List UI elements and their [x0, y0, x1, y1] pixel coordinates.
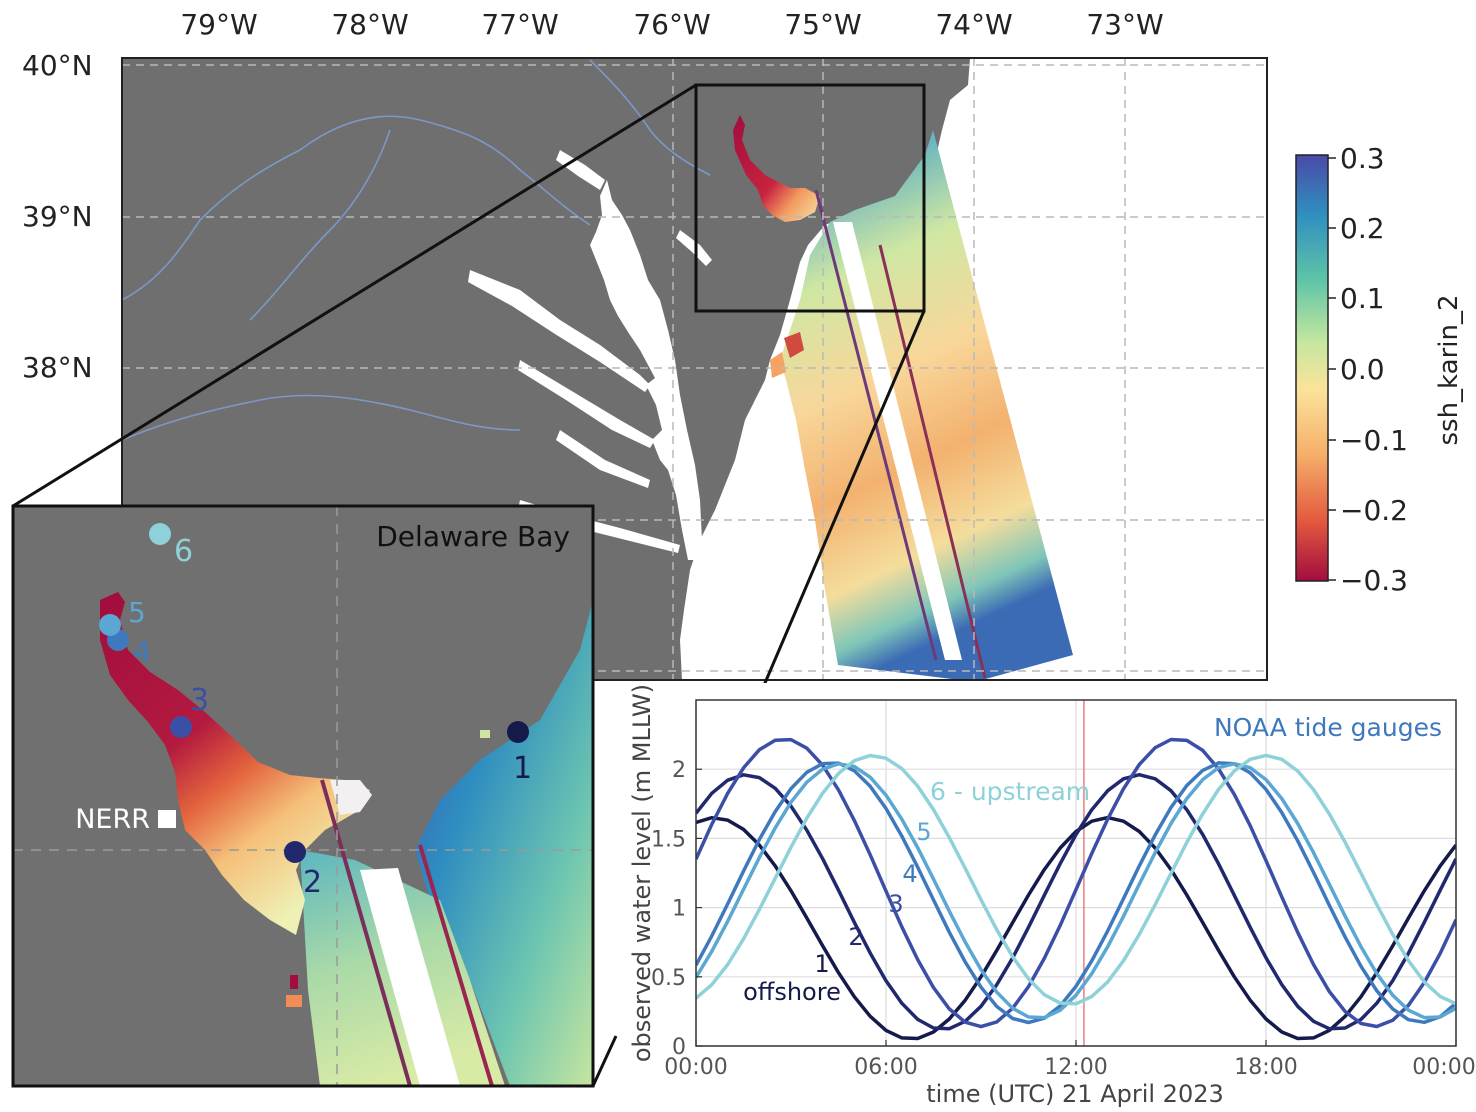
y-tick-label: 0.5 — [651, 966, 686, 991]
station-3-label: 3 — [190, 683, 209, 718]
station-4-label: 4 — [133, 635, 151, 668]
lat-label: 38°N — [22, 351, 93, 384]
chart-series — [696, 737, 1456, 1041]
nadir-gap — [833, 222, 962, 660]
colorbar-tick-label: 0.3 — [1340, 142, 1385, 175]
y-tick-label: 1 — [672, 897, 686, 922]
chart-xlabel: time (UTC) 21 April 2023 — [926, 1080, 1224, 1108]
series-1-label: 1 — [814, 950, 829, 978]
nerr-label: NERR — [75, 804, 150, 835]
x-tick-label: 12:00 — [1044, 1055, 1107, 1080]
x-tick-label: 18:00 — [1234, 1055, 1297, 1080]
colorbar-ticks — [1328, 157, 1336, 581]
lat-label: 40°N — [22, 49, 93, 82]
chesapeake-bay — [590, 180, 702, 560]
station-5-label: 5 — [128, 596, 146, 629]
series-6-label: 6 - upstream — [930, 777, 1090, 806]
swath-edge-line — [878, 244, 987, 679]
chart-title: NOAA tide gauges — [1214, 713, 1442, 742]
colorbar-tick-labels: 0.3 0.2 0.1 0.0 −0.1 −0.2 −0.3 — [1340, 142, 1408, 597]
inset-ocean — [415, 600, 593, 1086]
colorbar-tick-label: −0.2 — [1340, 494, 1408, 527]
x-tick-label: 00:00 — [1412, 1055, 1475, 1080]
delaware-bay-main — [733, 115, 820, 222]
inset-nadir-gap — [360, 868, 460, 1086]
lon-label: 74°W — [935, 8, 1012, 41]
tide-series-4 — [696, 761, 1456, 1025]
y-tick-label: 0 — [672, 1035, 686, 1060]
station-6-label: 6 — [174, 534, 193, 569]
tide-series-6 — [696, 753, 1456, 1006]
lat-labels: 40°N 39°N 38°N — [22, 49, 93, 384]
lat-label: 39°N — [22, 200, 93, 233]
inset-frame — [11, 504, 595, 1088]
inset-swath-edge — [418, 844, 494, 1086]
series-1-sublabel: offshore — [743, 978, 841, 1006]
main-map-frame — [121, 57, 1268, 681]
coast-fleck-2 — [770, 352, 786, 378]
series-3-label: 3 — [888, 890, 903, 918]
colorbar-ramp — [1295, 154, 1329, 582]
inset-bay-mouth — [330, 780, 372, 815]
lon-label: 78°W — [331, 8, 408, 41]
colorbar-label: ssh_karin_2 — [1434, 294, 1464, 445]
station-2-label: 2 — [303, 865, 322, 900]
y-tick-label: 2 — [672, 758, 686, 783]
station-5-marker — [99, 614, 121, 636]
lon-label: 76°W — [633, 8, 710, 41]
series-4-label: 4 — [902, 860, 917, 888]
inset-title: Delaware Bay — [376, 520, 570, 553]
lon-label: 79°W — [180, 8, 257, 41]
x-tick-label: 06:00 — [854, 1055, 917, 1080]
zoom-box — [694, 83, 926, 313]
inset-map: Delaware Bay NERR 1 2 3 4 5 6 — [11, 504, 595, 1088]
x-tick-label: 00:00 — [664, 1055, 727, 1080]
tide-series-5 — [696, 761, 1456, 1020]
upper-bay-arm — [556, 150, 605, 190]
york-river — [556, 430, 650, 488]
tide-series-2 — [696, 772, 1456, 1031]
lon-labels: 79°W 78°W 77°W 76°W 75°W 74°W 73°W — [180, 8, 1163, 41]
station-1-marker — [507, 721, 529, 743]
series-2-label: 2 — [848, 923, 863, 951]
coast-fleck-1 — [784, 332, 804, 358]
rappahannock-river — [518, 360, 655, 448]
potomac-river — [468, 270, 650, 392]
station-1-label: 1 — [513, 751, 532, 786]
colorbar-tick-label: −0.3 — [1340, 564, 1408, 597]
colorbar-tick-label: 0.0 — [1340, 353, 1385, 386]
lon-label: 73°W — [1086, 8, 1163, 41]
y-tick-label: 1.5 — [651, 827, 686, 852]
station-2-marker — [284, 841, 306, 863]
colorbar-tick-label: 0.1 — [1340, 282, 1385, 315]
series-5-label: 5 — [916, 818, 931, 846]
colorbar: 0.3 0.2 0.1 0.0 −0.1 −0.2 −0.3 ssh_karin… — [1295, 142, 1464, 597]
station-3-marker — [170, 716, 192, 738]
nerr-marker — [158, 810, 176, 828]
map-gridlines — [122, 58, 1267, 680]
chart-ylabel: observed water level (m MLLW) — [628, 684, 656, 1062]
eastern-shore-inlets — [676, 230, 712, 266]
station-6-marker — [149, 523, 171, 545]
zoom-connectors — [12, 83, 926, 1087]
lon-label: 75°W — [784, 8, 861, 41]
station-markers: 1 2 3 4 5 6 — [99, 523, 532, 900]
lon-label: 77°W — [481, 8, 558, 41]
colorbar-tick-label: −0.1 — [1340, 424, 1408, 457]
colorbar-tick-label: 0.2 — [1340, 212, 1385, 245]
